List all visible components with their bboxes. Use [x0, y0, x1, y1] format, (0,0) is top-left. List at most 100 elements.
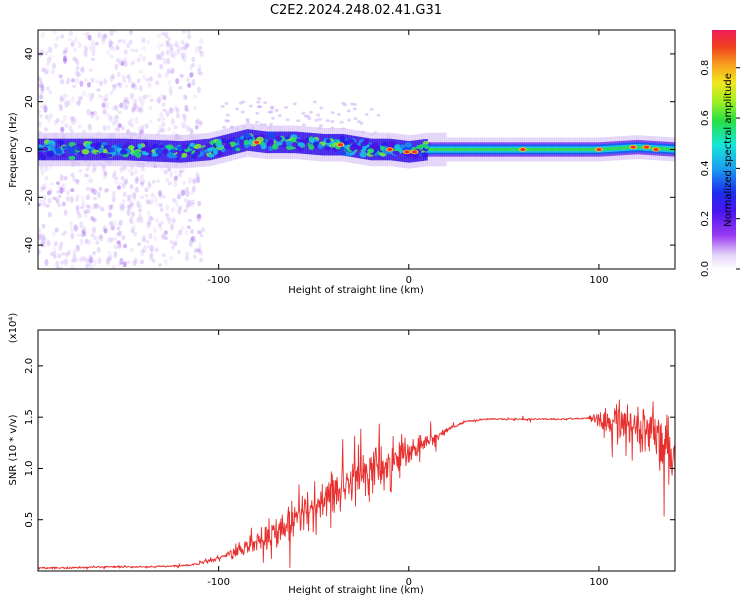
noise-point: [91, 44, 96, 52]
noise-point: [48, 46, 53, 54]
ridge-green: [554, 148, 558, 151]
ridge-green: [624, 146, 628, 150]
noise-point: [143, 94, 148, 99]
ridge-green: [451, 148, 455, 151]
ridge-blob: [394, 144, 401, 150]
noise-point: [182, 113, 187, 119]
noise-point: [188, 218, 193, 223]
noise-point: [74, 36, 79, 44]
noise-point: [71, 175, 76, 183]
noise-point: [185, 42, 190, 48]
hot-spot: [653, 148, 659, 151]
noise-point: [183, 116, 188, 123]
noise-point: [149, 247, 154, 252]
ridge-blob: [290, 137, 299, 144]
ridge-green: [468, 148, 472, 151]
noise-point: [84, 46, 89, 52]
noise-point: [138, 69, 143, 74]
noise-point: [61, 232, 66, 236]
noise-point: [168, 107, 173, 114]
ridge-green: [449, 148, 453, 151]
noise-point: [123, 243, 128, 249]
noise-point: [165, 204, 170, 212]
noise-point: [166, 216, 171, 221]
noise-point: [134, 177, 139, 184]
noise-point: [147, 183, 152, 189]
noise-point: [63, 57, 68, 65]
noise-point: [60, 251, 65, 256]
noise-point: [149, 98, 154, 102]
ridge-blob: [356, 145, 363, 151]
noise-point: [75, 179, 80, 183]
ridge-blob: [81, 148, 90, 155]
noise-point: [364, 113, 369, 117]
noise-point: [150, 192, 155, 198]
ridge-blob: [286, 145, 294, 150]
noise-point: [92, 234, 97, 241]
noise-point: [126, 198, 131, 202]
ridge-blob: [41, 146, 49, 152]
noise-point: [178, 86, 183, 90]
noise-point: [198, 121, 203, 125]
ridge-green: [620, 146, 624, 150]
ridge-green: [616, 146, 620, 150]
noise-point: [104, 188, 109, 193]
noise-point: [41, 243, 46, 248]
noise-point: [83, 173, 88, 178]
noise-point: [52, 250, 57, 257]
ridge-green: [548, 148, 552, 151]
spectrogram-panel: -100 0 100 -40 -20 0 20 40 Height of straight …: [8, 29, 676, 296]
noise-point: [62, 52, 67, 57]
noise-point: [160, 220, 165, 225]
ridge-green: [651, 146, 655, 150]
noise-point: [196, 213, 201, 219]
noise-point: [97, 31, 102, 39]
noise-point: [53, 30, 58, 36]
noise-point: [49, 181, 54, 186]
noise-point: [168, 85, 173, 93]
noise-point: [57, 253, 62, 258]
noise-point: [41, 234, 46, 241]
noise-point: [165, 110, 170, 117]
snr-frame: [37, 329, 676, 572]
noise-point: [115, 114, 120, 120]
noise-point: [75, 206, 80, 210]
noise-point: [226, 119, 231, 123]
noise-point: [199, 233, 204, 238]
ridge-blob: [155, 148, 162, 155]
ridge-blob: [107, 153, 113, 158]
noise-point: [199, 50, 204, 57]
noise-point: [191, 56, 196, 62]
noise-point: [119, 59, 124, 67]
noise-point: [95, 240, 100, 245]
noise-point: [68, 125, 73, 132]
noise-point: [192, 177, 197, 184]
noise-point: [62, 114, 67, 122]
noise-point: [257, 97, 262, 101]
ridge-green: [506, 148, 510, 151]
noise-point: [142, 74, 147, 80]
ridge-blob: [302, 138, 309, 144]
noise-point: [137, 208, 142, 213]
noise-point: [130, 83, 135, 89]
noise-point: [43, 103, 48, 109]
noise-point: [42, 195, 47, 202]
noise-point: [93, 110, 98, 116]
noise-point: [129, 117, 134, 123]
noise-point: [103, 97, 108, 103]
noise-point: [163, 169, 168, 175]
noise-point: [38, 52, 43, 57]
noise-point: [115, 43, 120, 51]
noise-point: [189, 127, 194, 133]
noise-point: [75, 204, 80, 210]
noise-point: [258, 105, 263, 109]
hot-spot: [254, 140, 260, 144]
noise-point: [155, 218, 160, 223]
noise-point: [185, 256, 190, 261]
noise-point: [125, 97, 130, 103]
ridge-green: [563, 148, 567, 151]
noise-point: [103, 173, 108, 179]
noise-point: [117, 39, 122, 43]
spectrogram-x-tick-label: 0: [406, 275, 412, 286]
noise-point: [312, 100, 317, 104]
